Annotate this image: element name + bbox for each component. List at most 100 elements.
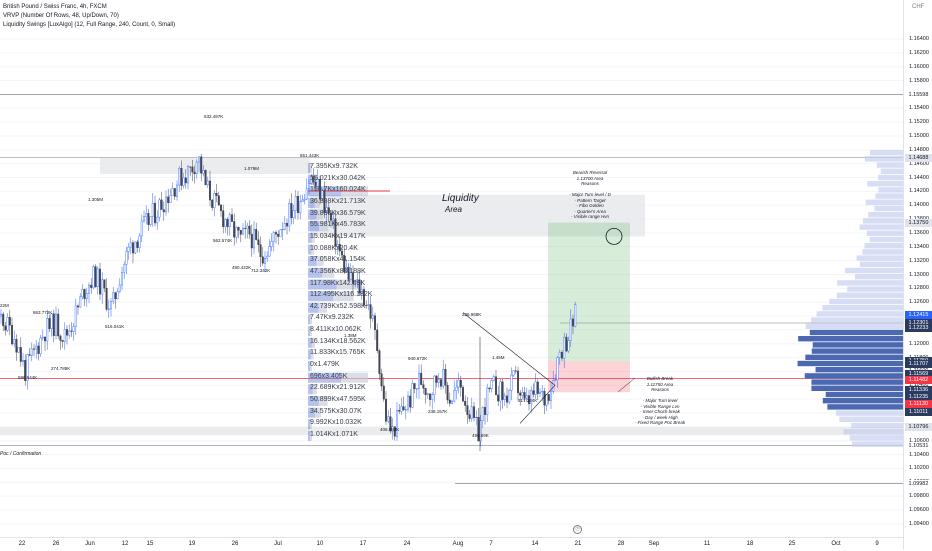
swing-volume-label: 940.672K: [408, 356, 428, 361]
price-tick-label: 1.10400: [909, 451, 929, 458]
price-level-label[interactable]: 1.09982: [905, 479, 932, 488]
vrvp-legend[interactable]: VRVP (Number Of Rows, 48, Up/Down, 70): [3, 13, 119, 19]
note-line: 1.13700 Area: [576, 175, 604, 181]
volume-profile-bar: [880, 168, 903, 174]
price-level-label[interactable]: 1.11235: [905, 392, 932, 401]
timezone-clock-icon[interactable]: ◷: [573, 525, 582, 534]
price-level-label[interactable]: 1.12415: [905, 311, 932, 320]
candle-body: [70, 330, 73, 332]
candle-body: [224, 219, 227, 227]
price-level-label[interactable]: 1.13750: [905, 218, 932, 227]
time-tick-label: 10: [316, 541, 324, 547]
candle-body: [81, 289, 84, 298]
note-line: - Inner Choch break: [640, 409, 680, 414]
candle-body: [0, 313, 2, 317]
time-tick-label: 14: [531, 541, 539, 547]
candle-body: [169, 195, 172, 203]
candle-body: [567, 340, 570, 352]
swing-volume-label: 406.053K: [380, 427, 400, 432]
candle-body: [530, 390, 533, 405]
vrvp-down-bar: [310, 419, 313, 430]
vrvp-up-bar: [308, 372, 341, 383]
candle-body: [180, 168, 183, 186]
price-level-label[interactable]: 1.11130: [905, 400, 932, 409]
candle-body: [314, 181, 317, 187]
price-level-label[interactable]: 1.12301: [905, 318, 932, 327]
candle-body: [543, 390, 546, 406]
triangle-upper-line: [462, 312, 556, 386]
candle-body: [431, 394, 434, 400]
price-level-label[interactable]: 1.11569: [905, 369, 932, 378]
price-tick-label: 1.13200: [909, 257, 929, 264]
candle-body: [281, 229, 284, 231]
vrvp-up-bar: [308, 291, 334, 302]
time-tick-label: Jun: [85, 541, 95, 547]
candle-body: [145, 213, 148, 217]
vrvp-up-bar: [308, 221, 320, 232]
candle-body: [87, 284, 90, 294]
currency-label[interactable]: CHF: [912, 4, 925, 10]
candle-body: [186, 166, 189, 184]
vrvp-up-bar: [308, 361, 311, 372]
candle-body: [413, 383, 416, 389]
price-level-label[interactable]: 1.15598: [905, 90, 932, 99]
time-tick-label: 28: [617, 541, 625, 547]
candle-body: [235, 227, 238, 238]
price-tick-label: 1.12000: [909, 340, 929, 347]
candle-body: [523, 392, 526, 399]
candle-body: [347, 267, 350, 280]
note-line: - Visible Range Lvn: [640, 403, 680, 409]
candle-body: [459, 379, 462, 388]
volume-profile-bar: [822, 305, 903, 311]
candle-body: [457, 379, 460, 388]
candle-body: [261, 256, 264, 264]
price-level-label[interactable]: 1.10531: [905, 441, 932, 450]
candle-body: [55, 313, 58, 336]
candle-body: [299, 201, 302, 214]
time-tick-label: 25: [788, 541, 796, 547]
swing-volume-label: 238.157K: [428, 409, 448, 414]
candle-body: [123, 264, 126, 273]
candle-body: [195, 161, 198, 174]
liquidity-legend[interactable]: Liquidity Swings [LuxAlgo] (12, Full Ran…: [3, 22, 176, 28]
candle-body: [389, 416, 392, 432]
volume-profile-bar: [829, 298, 903, 305]
time-axis[interactable]: [0, 537, 903, 551]
vrvp-down-bar: [310, 314, 312, 325]
vrvp-row-label: 696x3.405K: [310, 372, 348, 380]
price-chart[interactable]: [0, 0, 903, 537]
price-level-label[interactable]: 1.14688: [905, 153, 932, 162]
candle-body: [164, 196, 167, 213]
symbol-legend[interactable]: British Pound / Swiss Franc, 4h, FXCM: [3, 4, 107, 10]
volume-profile-bar: [837, 280, 903, 286]
vrvp-up-bar: [308, 163, 311, 173]
note-line: Bearish Reversal: [572, 170, 608, 175]
vrvp-down-bar: [310, 361, 312, 372]
time-tick-label: Sep: [648, 541, 660, 547]
candle-body: [136, 241, 139, 248]
price-tick-label: 1.12800: [909, 285, 929, 292]
candle-body: [264, 258, 267, 264]
vrvp-up-bar: [308, 197, 315, 208]
candle-body: [162, 209, 165, 213]
price-level-label[interactable]: 1.10796: [905, 423, 932, 432]
volume-profile-bar: [805, 323, 903, 329]
candle-body: [184, 177, 187, 184]
candle-body: [297, 196, 300, 214]
candle-body: [233, 221, 236, 238]
price-level-label[interactable]: 1.11707: [905, 360, 932, 369]
price-tick-label: 1.16200: [909, 49, 929, 56]
candle-body: [239, 230, 242, 235]
vrvp-up-bar: [308, 267, 323, 278]
time-tick-label: Jul: [274, 541, 282, 547]
price-level-label[interactable]: 1.12233: [905, 323, 932, 332]
price-level-label[interactable]: 1.11011: [905, 408, 932, 417]
liquidity-subtitle: Area: [445, 205, 462, 214]
candle-body: [259, 244, 262, 258]
volume-profile-bar: [839, 416, 903, 422]
price-tick-label: 1.09400: [909, 520, 929, 527]
price-level-label[interactable]: 1.11336: [905, 385, 932, 394]
swing-volume-label: 217.244K: [518, 398, 538, 403]
swing-volume-label: 632.497K: [204, 114, 224, 119]
price-level-label[interactable]: 1.11482: [905, 375, 932, 384]
